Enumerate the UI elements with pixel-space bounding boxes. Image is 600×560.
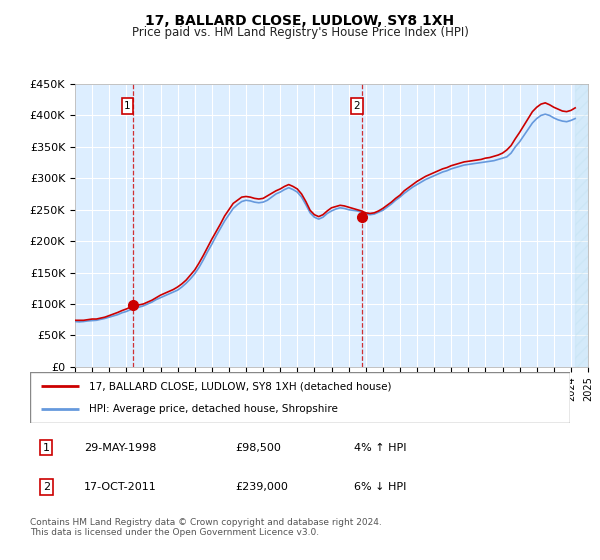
Text: 29-MAY-1998: 29-MAY-1998 (84, 443, 157, 452)
Text: 2: 2 (353, 101, 360, 111)
Bar (575, 84, 588, 367)
Text: Price paid vs. HM Land Registry's House Price Index (HPI): Price paid vs. HM Land Registry's House … (131, 26, 469, 39)
Text: 6% ↓ HPI: 6% ↓ HPI (354, 482, 406, 492)
Text: 1: 1 (43, 443, 50, 452)
Text: 1: 1 (124, 101, 131, 111)
Text: Contains HM Land Registry data © Crown copyright and database right 2024.
This d: Contains HM Land Registry data © Crown c… (30, 518, 382, 538)
Text: HPI: Average price, detached house, Shropshire: HPI: Average price, detached house, Shro… (89, 404, 338, 414)
Text: 17, BALLARD CLOSE, LUDLOW, SY8 1XH (detached house): 17, BALLARD CLOSE, LUDLOW, SY8 1XH (deta… (89, 381, 392, 391)
Text: 17-OCT-2011: 17-OCT-2011 (84, 482, 157, 492)
Text: 17, BALLARD CLOSE, LUDLOW, SY8 1XH: 17, BALLARD CLOSE, LUDLOW, SY8 1XH (145, 14, 455, 28)
Text: 2: 2 (43, 482, 50, 492)
Text: £98,500: £98,500 (235, 443, 281, 452)
Text: £239,000: £239,000 (235, 482, 288, 492)
Text: 4% ↑ HPI: 4% ↑ HPI (354, 443, 407, 452)
